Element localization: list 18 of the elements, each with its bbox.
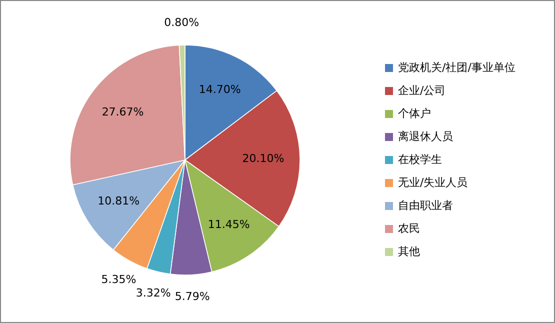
legend-label: 个体户 bbox=[398, 107, 431, 120]
data-label: 20.10% bbox=[242, 152, 284, 165]
legend-label: 农民 bbox=[398, 222, 420, 236]
legend-label: 企业/公司 bbox=[398, 84, 446, 98]
legend-label: 在校学生 bbox=[398, 153, 442, 166]
data-label: 27.67% bbox=[102, 106, 144, 119]
data-label: 10.81% bbox=[98, 194, 140, 208]
data-label: 11.45% bbox=[208, 218, 250, 231]
legend-label: 离退休人员 bbox=[398, 130, 453, 144]
legend-label: 党政机关/社团/事业单位 bbox=[398, 61, 516, 74]
legend-label: 自由职业者 bbox=[398, 199, 453, 212]
legend-label: 其他 bbox=[398, 245, 420, 258]
data-label: 3.32% bbox=[136, 286, 171, 300]
data-label: 0.80% bbox=[164, 16, 200, 30]
data-label: 14.70% bbox=[198, 82, 241, 96]
data-label: 5.79% bbox=[174, 290, 210, 303]
data-label: 5.35% bbox=[101, 272, 136, 286]
legend-label: 无业/失业人员 bbox=[398, 176, 468, 190]
